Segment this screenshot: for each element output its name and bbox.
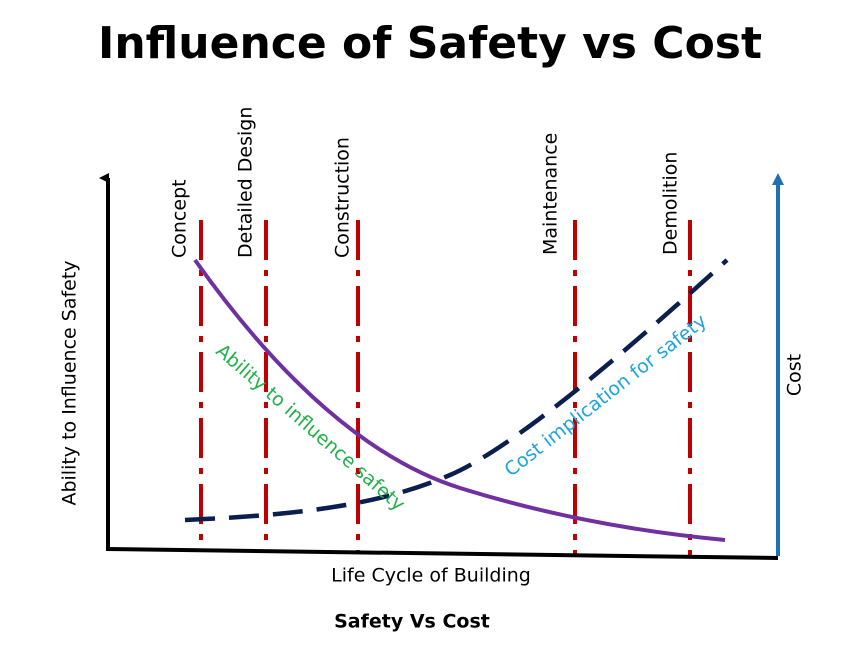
ability-label: Ability to influence safety bbox=[212, 340, 410, 516]
phase-labels: Concept Detailed Design Construction Mai… bbox=[169, 107, 682, 258]
phase-label: Demolition bbox=[660, 152, 682, 255]
x-axis-label: Life Cycle of Building bbox=[331, 565, 531, 587]
cost-axis-label: Cost bbox=[784, 354, 806, 396]
phase-label: Concept bbox=[169, 179, 191, 258]
cost-curve bbox=[184, 258, 729, 523]
y-axis-label: Ability to Influence Safety bbox=[59, 260, 81, 505]
title: Influence of Safety vs Cost bbox=[98, 18, 762, 69]
phase-label: Detailed Design bbox=[235, 107, 257, 258]
cost-label: Cost implication for safety bbox=[500, 310, 711, 481]
x-axis bbox=[105, 547, 779, 560]
phase-label: Maintenance bbox=[540, 133, 562, 255]
caption: Safety Vs Cost bbox=[334, 611, 490, 633]
phase-lines bbox=[199, 220, 692, 555]
ability-curve bbox=[193, 258, 726, 542]
phase-label: Construction bbox=[332, 137, 354, 258]
